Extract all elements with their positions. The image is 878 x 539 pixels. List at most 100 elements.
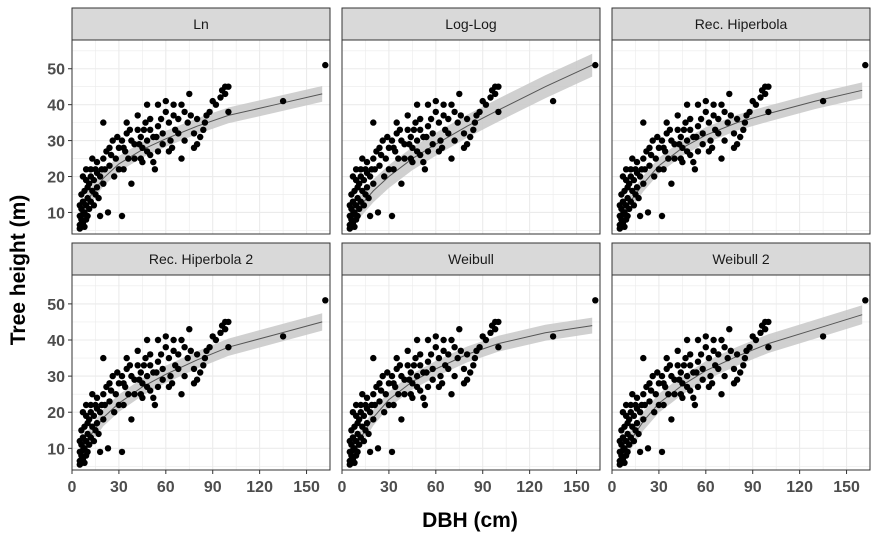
data-point — [417, 115, 424, 123]
data-point — [743, 347, 750, 354]
x-tick-label: 30 — [110, 479, 128, 496]
data-point — [671, 141, 678, 148]
data-point — [193, 115, 201, 123]
data-point — [683, 383, 691, 391]
data-point — [654, 133, 661, 141]
data-point — [354, 212, 361, 220]
data-point — [143, 148, 151, 155]
data-point — [151, 401, 159, 409]
data-point — [165, 119, 173, 126]
data-point — [658, 372, 666, 380]
data-point — [123, 119, 130, 126]
data-point — [162, 344, 169, 351]
data-point — [100, 155, 107, 162]
data-point — [629, 155, 636, 162]
data-point — [424, 336, 432, 344]
data-point — [114, 369, 121, 376]
data-point — [432, 97, 439, 105]
data-point — [90, 412, 98, 419]
data-point — [151, 166, 159, 173]
data-point — [708, 144, 716, 151]
data-point — [702, 344, 709, 351]
data-point — [693, 133, 700, 141]
data-point — [107, 387, 115, 394]
y-tick-label: 30 — [47, 369, 65, 386]
data-point — [170, 336, 177, 344]
data-point — [438, 144, 446, 151]
data-point — [413, 137, 421, 144]
data-point — [193, 141, 201, 148]
data-point — [630, 412, 638, 419]
data-point — [379, 372, 386, 380]
data-point — [440, 101, 447, 108]
data-point — [93, 405, 101, 412]
data-point — [765, 344, 772, 351]
data-point — [718, 391, 725, 398]
data-point — [765, 318, 772, 326]
data-point — [168, 380, 176, 387]
data-point — [687, 362, 694, 369]
data-point — [377, 387, 385, 394]
data-point — [147, 362, 154, 369]
x-tick-label: 30 — [650, 479, 668, 496]
data-point — [707, 372, 714, 380]
x-tick-label: 150 — [293, 479, 320, 496]
data-point — [683, 137, 691, 144]
data-point — [154, 101, 162, 108]
data-point — [427, 115, 435, 123]
data-point — [421, 401, 429, 409]
data-point — [440, 347, 447, 354]
data-point — [351, 223, 358, 230]
data-point — [437, 137, 444, 144]
data-point — [429, 376, 436, 383]
data-point — [697, 351, 705, 358]
data-point — [668, 416, 675, 423]
x-tick-label: 90 — [474, 479, 492, 496]
facet-panel: Rec. Hiperbola 2 10 20 30 40 50 0 30 60 90 120 150 — [47, 242, 331, 496]
data-point — [727, 112, 734, 119]
data-points — [346, 297, 599, 468]
data-point — [190, 365, 198, 373]
data-point — [363, 419, 371, 427]
data-point — [357, 401, 364, 409]
data-point — [646, 144, 653, 151]
data-point — [352, 166, 360, 173]
data-point — [370, 119, 377, 126]
data-point — [624, 448, 631, 456]
data-point — [385, 401, 393, 409]
data-point — [671, 155, 678, 162]
data-point — [114, 133, 121, 141]
data-point — [819, 97, 827, 105]
data-point — [134, 126, 141, 133]
data-point — [120, 166, 127, 173]
facet-strip-label: Log-Log — [445, 16, 496, 32]
data-point — [388, 137, 396, 144]
data-point — [153, 133, 160, 141]
data-point — [90, 176, 98, 184]
data-point — [663, 119, 670, 126]
data-point — [143, 372, 151, 380]
data-point — [398, 416, 405, 423]
data-point — [473, 112, 480, 119]
data-points — [616, 61, 869, 232]
data-point — [370, 416, 377, 423]
data-point — [454, 119, 461, 126]
data-point — [181, 344, 188, 351]
data-point — [429, 365, 436, 373]
data-point — [407, 391, 414, 398]
data-point — [201, 354, 209, 362]
data-point — [159, 365, 166, 373]
data-point — [360, 202, 368, 209]
data-point — [360, 176, 368, 184]
data-point — [370, 155, 377, 162]
data-point — [131, 376, 138, 383]
data-point — [159, 141, 166, 148]
data-point — [622, 401, 630, 409]
data-point — [128, 180, 135, 187]
data-point — [178, 391, 185, 398]
data-point — [651, 173, 658, 180]
data-point — [371, 401, 378, 409]
data-point — [427, 351, 435, 358]
data-point — [354, 448, 361, 456]
data-point — [629, 391, 636, 398]
